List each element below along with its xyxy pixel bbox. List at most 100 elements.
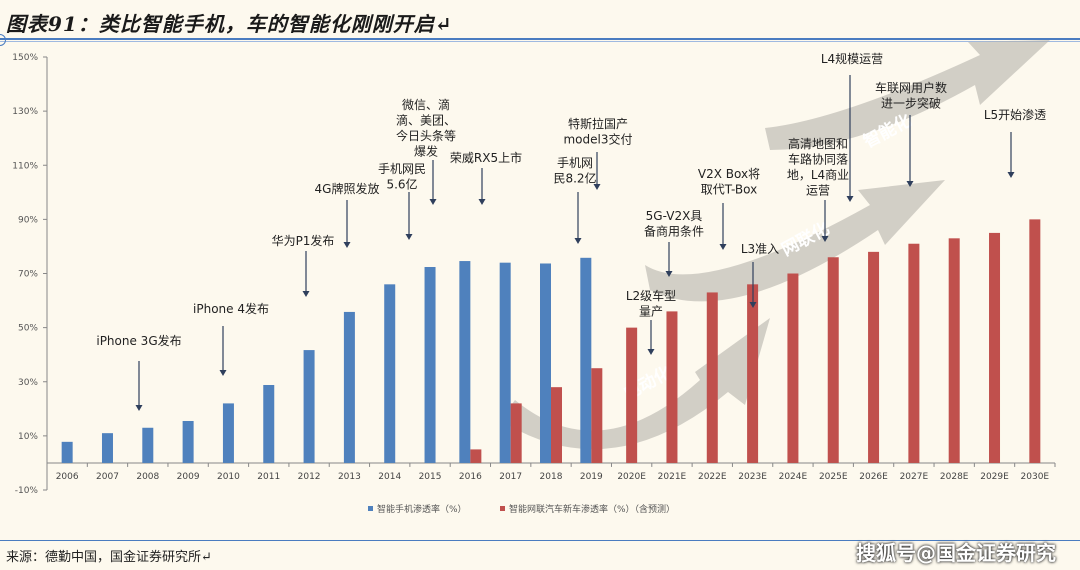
x-tick-label: 2006 <box>56 472 79 482</box>
bar-car-2023E <box>747 284 759 463</box>
annotation-label: L2级车型量产 <box>626 288 676 319</box>
bar-car-2027E <box>908 243 920 463</box>
legend-label: 智能手机渗透率（%） <box>377 503 467 515</box>
annotation-line: iPhone 4发布 <box>193 301 269 316</box>
arrow-head-icon <box>719 244 727 250</box>
annotation-label: 高清地图和车路协同落地，L4商业运营 <box>787 136 849 198</box>
annotation-line: 进一步突破 <box>881 96 941 111</box>
x-tick-label: 2025E <box>819 472 848 482</box>
x-tick-label: 2011 <box>257 472 280 482</box>
bar-smartphone-2006 <box>61 441 73 463</box>
x-tick-label: 2007 <box>96 472 119 482</box>
y-tick-label: 90% <box>18 215 38 225</box>
bar-smartphone-2018 <box>540 263 551 463</box>
arrow-head-icon <box>478 199 486 205</box>
x-tick-label: 2024E <box>779 472 808 482</box>
legend-swatch <box>500 506 505 511</box>
bar-smartphone-2016 <box>459 261 471 463</box>
bar-car-2024E <box>787 273 799 463</box>
arrow-head-icon <box>821 236 829 242</box>
annotation-line: 华为P1发布 <box>272 233 335 248</box>
bar-car-2028E <box>948 238 960 463</box>
footer-divider <box>0 540 1080 541</box>
annotation-line: 特斯拉国产 <box>568 116 628 131</box>
arrow-head-icon <box>647 349 655 355</box>
x-tick-label: 2017 <box>499 472 522 482</box>
annotation-label: L4规模运营 <box>821 51 883 66</box>
annotation-line: 手机网民 <box>378 162 426 176</box>
annotation-label: V2X Box将取代T-Box <box>698 167 760 197</box>
x-tick-label: 2027E <box>900 472 929 482</box>
x-tick-label: 2012 <box>298 472 321 482</box>
bar-car-2025E <box>827 257 839 463</box>
annotation-label: 手机网民8.2亿 <box>553 156 596 186</box>
annotation-line: 车路协同落 <box>788 152 848 167</box>
arrow-head-icon <box>302 291 310 297</box>
bar-car-2018 <box>551 387 562 463</box>
bar-smartphone-2009 <box>182 420 194 463</box>
bar-smartphone-2011 <box>263 384 275 463</box>
bar-car-2026E <box>868 251 880 463</box>
annotation-label: 5G-V2X具备商用条件 <box>644 209 704 239</box>
trend-arrow-2 <box>645 180 945 302</box>
annotation-label: 手机网民 5.6亿 <box>378 162 426 192</box>
annotation-label: iPhone 4发布 <box>193 301 269 316</box>
bar-car-2022E <box>706 292 718 463</box>
bar-smartphone-2017 <box>499 262 511 463</box>
arrow-head-icon <box>593 184 601 190</box>
annotation-line: 4G牌照发放 <box>315 181 380 196</box>
legend-swatch <box>368 506 373 511</box>
y-tick-label: 150% <box>12 53 38 63</box>
bar-smartphone-2015 <box>424 267 436 463</box>
bar-car-2020E <box>626 327 638 463</box>
annotation-label: iPhone 3G发布 <box>96 333 181 348</box>
annotation-line: 5G-V2X具 <box>646 209 703 223</box>
annotation-line: 今日头条等 <box>396 128 456 143</box>
x-tick-label: 2009 <box>177 472 200 482</box>
bar-car-2030E <box>1029 219 1041 463</box>
annotation-line: 手机网 <box>557 156 593 170</box>
annotation-line: 民8.2亿 <box>553 171 596 186</box>
bar-smartphone-2010 <box>222 403 234 463</box>
y-tick-label: 10% <box>18 432 38 442</box>
annotation-line: 荣威RX5上市 <box>450 150 522 165</box>
title-divider <box>0 38 1080 40</box>
y-tick-label: 110% <box>12 161 38 171</box>
annotation-label: 微信、滴滴、美团、今日头条等爆发 <box>396 97 456 159</box>
annotation-line: 车联网用户数 <box>875 80 947 95</box>
x-tick-label: 2015 <box>419 472 442 482</box>
x-tick-label: 2023E <box>738 472 767 482</box>
annotation-label: L3准入 <box>741 242 779 256</box>
annotation-label: 荣威RX5上市 <box>450 150 522 165</box>
annotation-line: L5开始渗透 <box>984 107 1046 122</box>
annotation-label: 特斯拉国产 model3交付 <box>563 116 632 147</box>
y-tick-label: 130% <box>12 107 38 117</box>
y-tick-label: 30% <box>18 378 38 388</box>
annotation-line: 爆发 <box>414 144 438 159</box>
x-tick-label: 2008 <box>136 472 159 482</box>
annotation-line: 取代T-Box <box>701 183 757 197</box>
arrow-head-icon <box>574 238 582 244</box>
x-tick-label: 2028E <box>940 472 969 482</box>
annotation-line: model3交付 <box>563 132 632 147</box>
arrow-head-icon <box>665 271 673 277</box>
x-tick-label: 2021E <box>658 472 687 482</box>
bar-car-2029E <box>989 232 1001 463</box>
title-divider-secondary <box>0 41 1080 42</box>
bar-smartphone-2008 <box>142 427 154 463</box>
annotation-line: 5.6亿 <box>386 177 417 192</box>
bar-smartphone-2007 <box>101 433 113 463</box>
x-tick-label: 2016 <box>459 472 482 482</box>
arrow-head-icon <box>135 405 143 411</box>
page-title: 图表91：类比智能手机，车的智能化刚刚开启↵ <box>6 12 453 36</box>
arrow-head-icon <box>219 370 227 376</box>
annotation-line: L3准入 <box>741 242 779 256</box>
legend-label: 智能网联汽车新车渗透率（%）（含预测） <box>509 503 675 515</box>
arrow-head-icon <box>1007 172 1015 178</box>
bar-smartphone-2012 <box>303 350 315 463</box>
trend-arrow-3 <box>765 40 1050 150</box>
annotation-label: 4G牌照发放 <box>315 181 380 196</box>
x-tick-label: 2013 <box>338 472 361 482</box>
x-tick-label: 2030E <box>1021 472 1050 482</box>
annotation-line: 运营 <box>806 184 830 198</box>
